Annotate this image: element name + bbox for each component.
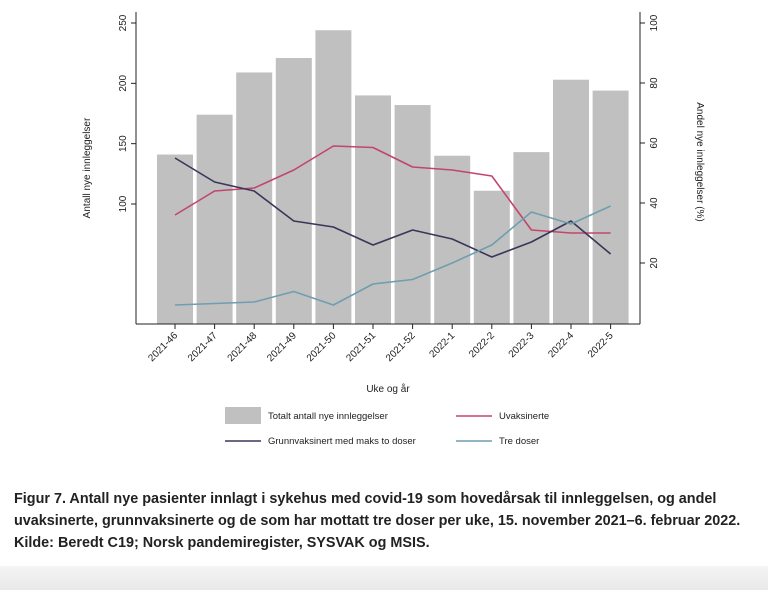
bar-2021-51 — [355, 95, 391, 325]
right-tick-label-20: 20 — [649, 257, 660, 269]
x-tick-label-2022-2: 2022-2 — [467, 330, 497, 360]
x-tick-label-2022-1: 2022-1 — [428, 330, 458, 360]
series-line-2 — [174, 157, 612, 258]
bar-2022-3 — [513, 152, 550, 324]
right-tick-label-80: 80 — [649, 77, 660, 89]
x-tick-label-2022-3: 2022-3 — [507, 330, 537, 360]
legend-label-2: Grunnvaksinert med maks to doser — [268, 436, 416, 447]
x-tick-label-2021-52: 2021-52 — [384, 330, 418, 364]
right-tick-label-100: 100 — [649, 14, 660, 31]
series-line-1 — [174, 145, 611, 234]
x-tick-label-2022-5: 2022-5 — [586, 330, 616, 360]
left-tick-label-100: 100 — [118, 195, 129, 212]
left-axis-title: Antall nye innleggelser — [82, 117, 93, 218]
x-tick-label-2021-47: 2021-47 — [186, 330, 220, 364]
x-tick-label-2021-51: 2021-51 — [344, 330, 378, 364]
bar-2021-48 — [236, 72, 273, 325]
bar-2021-50 — [315, 30, 352, 325]
series-line-3 — [174, 205, 611, 306]
bar-2022-4 — [553, 79, 589, 324]
right-axis-title: Andel nye innleggelser (%) — [694, 102, 705, 222]
legend-label-1: Uvaksinerte — [499, 411, 549, 422]
left-tick-label-200: 200 — [118, 75, 129, 92]
legend-label-3: Tre doser — [499, 436, 539, 447]
figure-caption: Figur 7. Antall nye pasienter innlagt i … — [14, 491, 741, 551]
x-tick-label-2021-48: 2021-48 — [226, 330, 260, 364]
right-tick-label-40: 40 — [649, 197, 660, 209]
legend-swatch-total — [225, 407, 261, 424]
bar-2021-47 — [196, 114, 233, 324]
page-bottom-band — [0, 566, 768, 590]
x-tick-label-2021-49: 2021-49 — [265, 330, 299, 364]
right-tick-label-60: 60 — [649, 137, 660, 149]
x-tick-label-2022-4: 2022-4 — [546, 330, 576, 360]
x-axis-title: Uke og år — [366, 383, 410, 395]
legend-label-total: Totalt antall nye innleggelser — [268, 411, 388, 422]
x-tick-label-2021-50: 2021-50 — [305, 330, 339, 364]
bar-2021-52 — [394, 105, 431, 324]
bar-2021-49 — [275, 57, 312, 324]
x-tick-label-2021-46: 2021-46 — [146, 330, 180, 364]
bar-2022-5 — [592, 90, 629, 324]
left-tick-label-150: 150 — [118, 135, 129, 152]
left-tick-label-250: 250 — [118, 14, 129, 31]
bar-2021-46 — [157, 154, 193, 324]
